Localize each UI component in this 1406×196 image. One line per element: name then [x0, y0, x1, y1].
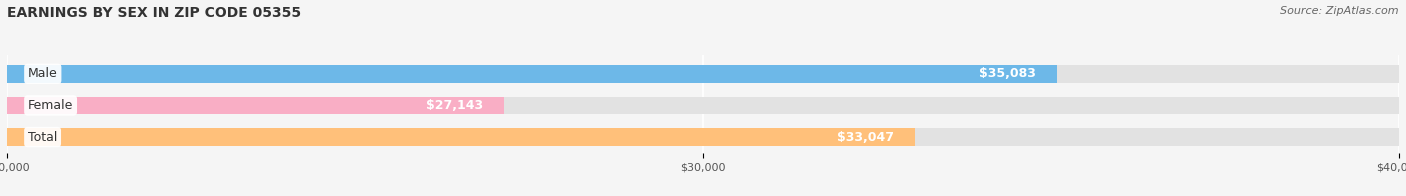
- Text: $33,047: $33,047: [837, 131, 894, 144]
- Bar: [7, 128, 915, 146]
- Bar: [7, 97, 1399, 114]
- Text: Female: Female: [28, 99, 73, 112]
- Bar: [7, 65, 1399, 83]
- Text: Total: Total: [28, 131, 58, 144]
- Text: Source: ZipAtlas.com: Source: ZipAtlas.com: [1281, 6, 1399, 16]
- Bar: [7, 97, 505, 114]
- Text: Male: Male: [28, 67, 58, 80]
- Text: EARNINGS BY SEX IN ZIP CODE 05355: EARNINGS BY SEX IN ZIP CODE 05355: [7, 6, 301, 20]
- Text: $27,143: $27,143: [426, 99, 484, 112]
- Bar: [7, 128, 1399, 146]
- Bar: [7, 65, 1057, 83]
- Text: $35,083: $35,083: [979, 67, 1036, 80]
